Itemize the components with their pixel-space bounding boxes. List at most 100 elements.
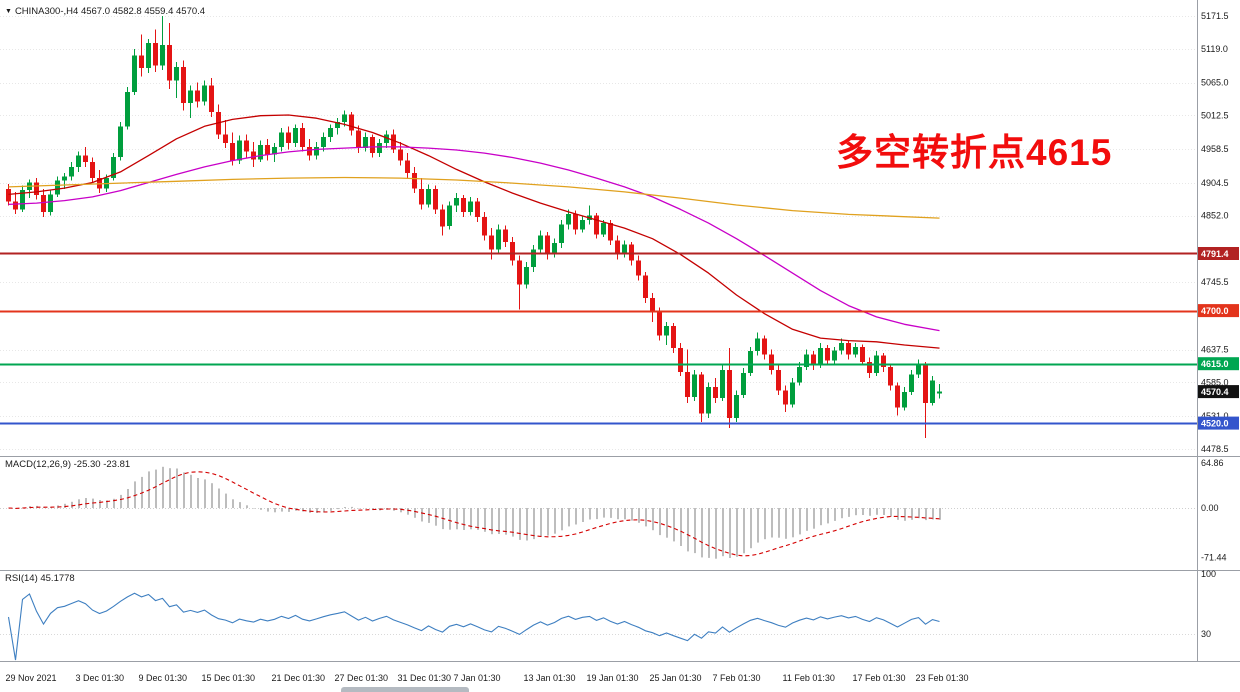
candle-body xyxy=(146,43,151,69)
candle-body xyxy=(405,160,410,174)
candle-body xyxy=(272,146,277,155)
candle-body xyxy=(608,223,613,241)
candle-body xyxy=(265,145,270,155)
candle-body xyxy=(545,235,550,255)
candle-body xyxy=(293,128,298,144)
ohlc-readout: 4567.0 4582.8 4559.4 4570.4 xyxy=(80,6,206,17)
candle-body xyxy=(671,326,676,349)
time-axis-label: 21 Dec 01:30 xyxy=(272,673,326,683)
current-price-label-text: 4570.4 xyxy=(1201,387,1229,397)
candle-body xyxy=(937,391,942,394)
candle-body xyxy=(160,45,165,66)
candle-body xyxy=(48,194,53,212)
candle-body xyxy=(538,235,543,250)
candle-body xyxy=(734,395,739,419)
price-axis-label: 5119.0 xyxy=(1201,44,1228,54)
rsi-line xyxy=(7,592,940,661)
candle-body xyxy=(139,55,144,69)
candle-body xyxy=(482,216,487,236)
candle-body xyxy=(377,143,382,154)
candle-body xyxy=(517,260,522,285)
candle-body xyxy=(713,386,718,398)
candle-body xyxy=(307,146,312,156)
price-level-label-text: 4520.0 xyxy=(1201,419,1229,429)
candle-body xyxy=(573,213,578,230)
candle-body xyxy=(923,365,928,404)
candle-body xyxy=(699,374,704,414)
candle-body xyxy=(76,155,81,167)
chart-menu-icon[interactable]: ▼ xyxy=(5,8,12,15)
time-axis-label: 27 Dec 01:30 xyxy=(335,673,389,683)
price-level-label xyxy=(1198,416,1239,430)
candle-body xyxy=(83,155,88,162)
candle-body xyxy=(916,365,921,375)
candle-body xyxy=(580,220,585,230)
candle-body xyxy=(748,351,753,374)
candle-body xyxy=(188,90,193,104)
candle-body xyxy=(237,140,242,161)
candle-body xyxy=(510,241,515,261)
candle-body xyxy=(62,176,67,181)
symbol-info-line: ▼ CHINA300-,H4 4567.0 4582.8 4559.4 4570.… xyxy=(5,6,205,17)
price-axis-label: 4585.0 xyxy=(1201,378,1229,388)
candle-body xyxy=(223,134,228,144)
candle-body xyxy=(503,229,508,242)
time-axis-label: 19 Jan 01:30 xyxy=(587,673,639,683)
symbol-timeframe: CHINA300-,H4 xyxy=(14,6,79,17)
candle-body xyxy=(769,354,774,370)
candle-body xyxy=(286,132,291,144)
candle-body xyxy=(111,156,116,179)
price-axis-label: 4531.0 xyxy=(1201,411,1229,421)
candle-body xyxy=(622,244,627,255)
time-axis-label: 29 Nov 2021 xyxy=(6,673,57,683)
candle-body xyxy=(230,143,235,161)
candle-body xyxy=(370,136,375,154)
moving-averages xyxy=(8,114,940,349)
time-axis-label: 11 Feb 01:30 xyxy=(783,673,835,683)
candle-body xyxy=(300,128,305,147)
time-axis-label: 31 Dec 01:30 xyxy=(398,673,452,683)
candle-body xyxy=(258,145,263,160)
time-axis-label: 7 Feb 01:30 xyxy=(713,673,761,683)
price-axis-label: 4478.5 xyxy=(1201,444,1229,454)
candle-body xyxy=(475,201,480,217)
candle-body xyxy=(531,249,536,267)
price-level-label-text: 4615.0 xyxy=(1201,359,1229,369)
candle-body xyxy=(398,149,403,161)
macd-axis-label: -71.44 xyxy=(1201,553,1227,563)
candle-body xyxy=(930,380,935,404)
candle-body xyxy=(468,201,473,212)
candle-body xyxy=(650,298,655,312)
candle-body xyxy=(678,348,683,372)
candle-body xyxy=(391,134,396,150)
candle-body xyxy=(244,140,249,152)
candle-body xyxy=(755,338,760,352)
candle-body xyxy=(13,201,18,210)
candle-body xyxy=(440,209,445,227)
candle-body xyxy=(55,180,60,195)
candle-body xyxy=(461,198,466,212)
candle-body xyxy=(419,188,424,205)
candle-body xyxy=(832,350,837,361)
candle-body xyxy=(818,348,823,366)
candle-body xyxy=(867,361,872,373)
annotation-text: 多空转折点4615 xyxy=(836,132,1113,173)
time-axis-label: 23 Feb 01:30 xyxy=(916,673,969,683)
candle-body xyxy=(559,224,564,244)
candle-body xyxy=(454,198,459,206)
candle-body xyxy=(853,346,858,355)
price-axis-label: 5012.5 xyxy=(1201,110,1229,120)
candle-body xyxy=(524,266,529,285)
candle-body xyxy=(6,188,11,202)
candle-body xyxy=(41,195,46,212)
candle-body xyxy=(846,343,851,355)
panel-separators xyxy=(0,0,1240,662)
candle-body xyxy=(489,235,494,250)
price-level-label xyxy=(1198,304,1239,318)
ma-fast-red xyxy=(8,114,940,349)
horizontal-level-lines[interactable] xyxy=(0,252,1197,425)
macd-panel xyxy=(0,466,1197,559)
candle-body xyxy=(776,370,781,391)
